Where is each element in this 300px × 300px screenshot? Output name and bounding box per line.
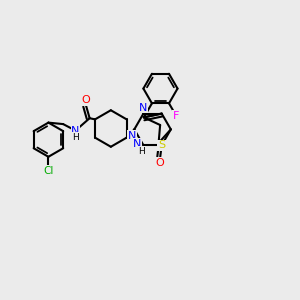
Text: N: N (71, 126, 80, 136)
Text: O: O (156, 158, 165, 168)
Text: Cl: Cl (43, 166, 54, 176)
Text: F: F (173, 111, 179, 121)
Text: S: S (158, 140, 165, 150)
Text: H: H (72, 133, 79, 142)
Text: O: O (82, 95, 91, 105)
Text: N: N (133, 139, 141, 149)
Text: N: N (139, 103, 148, 113)
Text: H: H (138, 147, 145, 156)
Text: N: N (128, 131, 136, 141)
